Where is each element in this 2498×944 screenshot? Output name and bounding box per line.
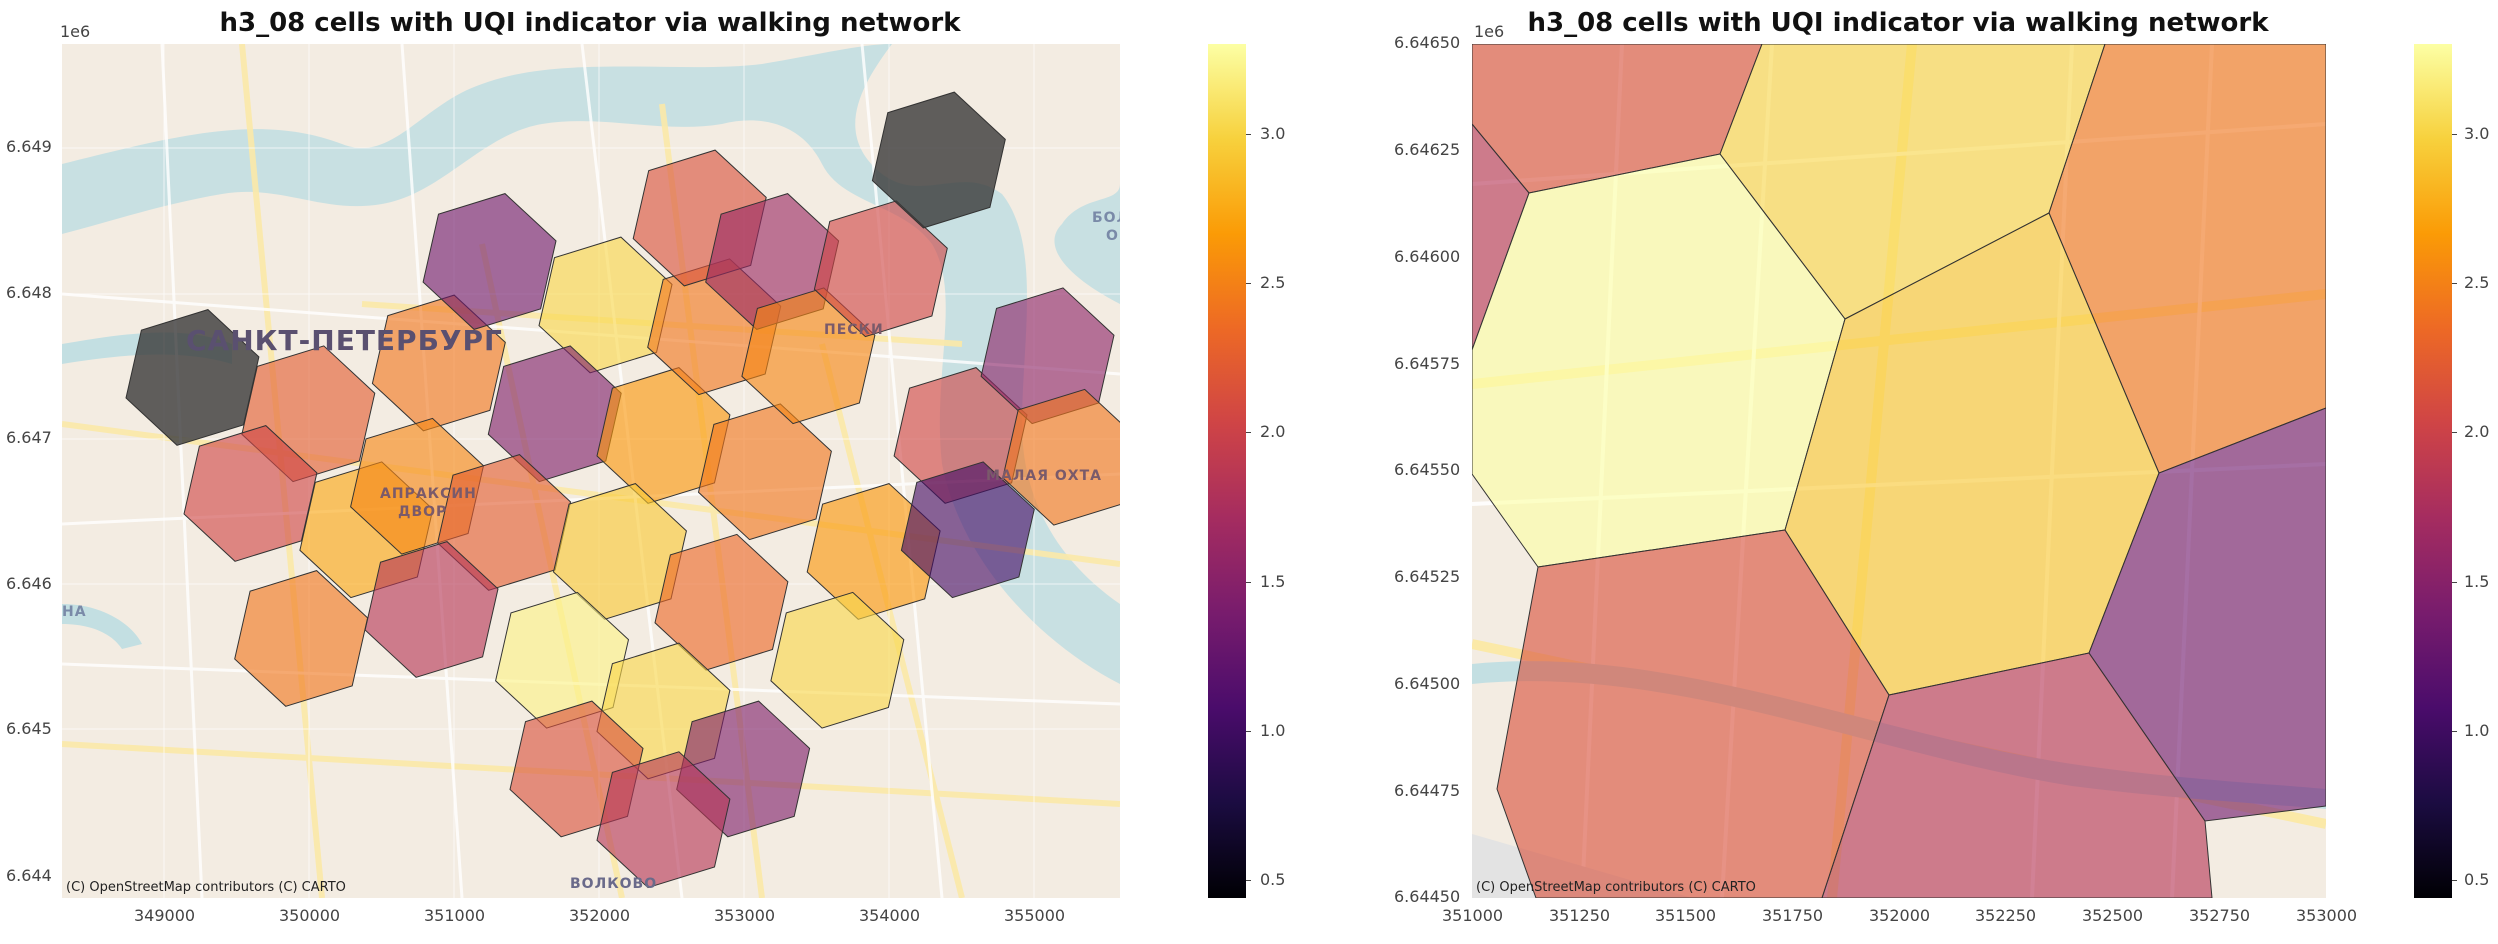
hex-cell[interactable] — [422, 193, 557, 330]
colorbar-tick-mark — [1246, 582, 1251, 583]
peski-label: ПЕСКИ — [824, 322, 884, 338]
right-colorbar — [2414, 44, 2452, 898]
hex-cell[interactable] — [900, 461, 1035, 599]
hex-cell-bottom-left[interactable] — [1496, 529, 1890, 898]
hex-cell[interactable] — [871, 91, 1006, 229]
colorbar-tick: 0.5 — [2464, 870, 2490, 889]
left-x-tick: 350000 — [279, 906, 341, 925]
left-y-tick: 6.646 — [6, 574, 52, 593]
colorbar-tick-mark — [1246, 432, 1251, 433]
right-x-tick: 352750 — [2189, 906, 2251, 925]
hex-cell[interactable] — [125, 309, 260, 446]
colorbar-tick: 3.0 — [2464, 124, 2490, 143]
colorbar-tick: 1.5 — [2464, 572, 2490, 591]
right-y-offset-label: 1e6 — [1474, 22, 1505, 41]
colorbar-tick: 2.0 — [1260, 422, 1286, 441]
malaya-okhta-label: МАЛАЯ ОХТА — [986, 468, 1102, 484]
right-x-tick: 351000 — [1442, 906, 1504, 925]
o-label: О — [1106, 228, 1119, 244]
colorbar-tick: 1.5 — [1260, 572, 1286, 591]
left-y-offset-label: 1e6 — [60, 22, 91, 41]
dvor-label: ДВОР — [398, 504, 448, 520]
right-x-tick: 353000 — [2296, 906, 2358, 925]
hex-cell-right[interactable] — [2088, 407, 2326, 822]
hex-cell[interactable] — [770, 591, 905, 729]
left-map-panel[interactable]: САНКТ-ПЕТЕРБУРГ АПРАКСИН ДВОР ПЕСКИ МАЛА… — [62, 44, 1120, 898]
left-y-tick: 6.644 — [6, 866, 52, 885]
right-x-tick: 352000 — [1869, 906, 1931, 925]
colorbar-tick-mark — [1246, 880, 1251, 881]
volkovo-label: ВОЛКОВО — [570, 876, 658, 892]
right-y-tick: 6.64625 — [1394, 140, 1461, 159]
right-y-tick: 6.64500 — [1394, 674, 1461, 693]
colorbar-tick-mark — [2452, 134, 2457, 135]
right-attribution: (C) OpenStreetMap contributors (C) CARTO — [1476, 880, 1756, 895]
bol-label: БОЛ — [1092, 210, 1120, 226]
left-x-tick: 354000 — [859, 906, 921, 925]
right-y-tick: 6.64575 — [1394, 354, 1461, 373]
right-y-tick: 6.64450 — [1394, 887, 1461, 906]
right-x-tick: 352250 — [1975, 906, 2037, 925]
left-map-title: h3_08 cells with UQI indicator via walki… — [219, 8, 961, 38]
colorbar-tick: 1.0 — [1260, 721, 1286, 740]
right-y-tick: 6.64650 — [1394, 33, 1461, 52]
apraksin-label: АПРАКСИН — [380, 486, 477, 502]
right-x-tick: 351750 — [1762, 906, 1824, 925]
hex-cell[interactable] — [234, 570, 369, 707]
colorbar-tick-mark — [2452, 582, 2457, 583]
left-y-tick: 6.648 — [6, 283, 52, 302]
left-map-svg — [62, 44, 1120, 898]
left-y-tick: 6.649 — [6, 137, 52, 156]
colorbar-tick-mark — [2452, 283, 2457, 284]
left-x-tick: 353000 — [714, 906, 776, 925]
colorbar-tick: 1.0 — [2464, 721, 2490, 740]
left-x-tick: 349000 — [134, 906, 196, 925]
colorbar-tick-mark — [2452, 432, 2457, 433]
right-y-tick: 6.64600 — [1394, 247, 1461, 266]
right-hex-layer — [1472, 44, 2326, 898]
colorbar-tick: 2.0 — [2464, 422, 2490, 441]
na-label: НА — [62, 604, 87, 620]
right-map-title: h3_08 cells with UQI indicator via walki… — [1527, 8, 2269, 38]
colorbar-tick-mark — [2452, 880, 2457, 881]
hex-cell[interactable] — [806, 483, 941, 620]
colorbar-tick-mark — [1246, 731, 1251, 732]
city-label: САНКТ-ПЕТЕРБУРГ — [186, 324, 503, 357]
left-y-tick: 6.647 — [6, 428, 52, 447]
colorbar-tick: 2.5 — [2464, 273, 2490, 292]
hex-cell[interactable] — [654, 533, 789, 671]
right-y-tick: 6.64525 — [1394, 567, 1461, 586]
left-x-tick: 355000 — [1004, 906, 1066, 925]
colorbar-tick-mark — [2452, 731, 2457, 732]
hex-cell[interactable] — [183, 425, 318, 562]
right-y-tick: 6.64475 — [1394, 781, 1461, 800]
right-y-tick: 6.64550 — [1394, 460, 1461, 479]
right-x-tick: 351250 — [1549, 906, 1611, 925]
left-hex-layer — [125, 91, 1120, 889]
colorbar-tick-mark — [1246, 134, 1251, 135]
left-attribution: (C) OpenStreetMap contributors (C) CARTO — [66, 880, 346, 895]
right-map-svg — [1472, 44, 2326, 898]
right-map-panel[interactable]: (C) OpenStreetMap contributors (C) CARTO — [1472, 44, 2326, 898]
hex-cell[interactable] — [1002, 388, 1120, 526]
right-x-tick: 352500 — [2082, 906, 2144, 925]
right-x-tick: 351500 — [1655, 906, 1717, 925]
left-x-tick: 351000 — [424, 906, 486, 925]
colorbar-tick: 3.0 — [1260, 124, 1286, 143]
colorbar-tick: 0.5 — [1260, 870, 1286, 889]
colorbar-tick: 2.5 — [1260, 273, 1286, 292]
left-y-tick: 6.645 — [6, 719, 52, 738]
left-x-tick: 352000 — [569, 906, 631, 925]
hex-cell[interactable] — [596, 751, 731, 889]
hex-cell-bottom-center[interactable] — [1821, 652, 2213, 898]
colorbar-tick-mark — [1246, 283, 1251, 284]
left-colorbar — [1208, 44, 1246, 898]
